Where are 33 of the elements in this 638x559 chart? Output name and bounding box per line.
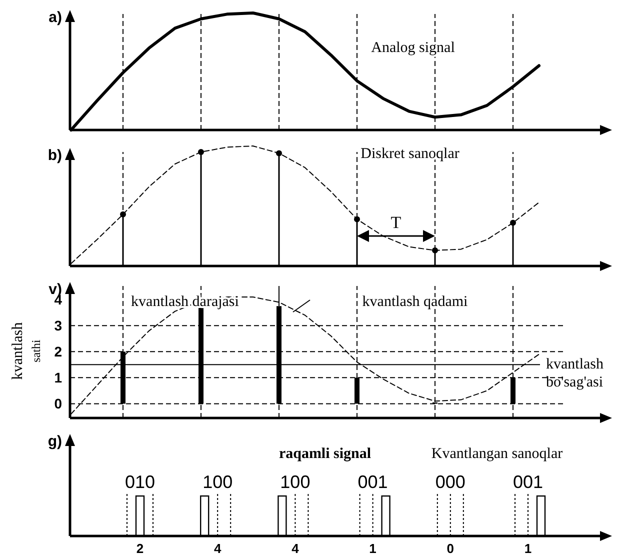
- annotation: Analog signal: [371, 40, 455, 56]
- point: [120, 211, 126, 218]
- x-tick-label: 1: [524, 541, 532, 556]
- x-tick-label: 2: [136, 541, 144, 556]
- chart-title: b): [48, 147, 62, 164]
- annotation: T: [390, 213, 402, 232]
- chart-title: g): [48, 433, 62, 450]
- y-tick-label: 2: [54, 344, 62, 360]
- text: 100: [202, 472, 233, 492]
- annotation: kvantlash qadami: [362, 294, 468, 310]
- annotation: Diskret sanoqlar: [360, 146, 460, 162]
- point: [354, 216, 360, 222]
- point: [432, 247, 438, 254]
- ref-line-label: kvantlash bo'sag'asi: [546, 356, 604, 391]
- chart-title: a): [48, 9, 62, 26]
- text: 010: [124, 472, 156, 492]
- x-tick-label: 1: [369, 541, 376, 556]
- point: [276, 150, 282, 156]
- text: 100: [280, 472, 310, 492]
- y-tick-label: 1: [54, 370, 62, 386]
- text: 001: [512, 472, 544, 492]
- y-tick-label: 0: [54, 396, 62, 412]
- text: raqamli signal: [278, 446, 372, 462]
- x-tick-label: 4: [292, 541, 300, 556]
- point: [510, 220, 516, 226]
- y-tick-label: 3: [54, 318, 62, 334]
- point: [198, 149, 204, 155]
- text: 001: [358, 472, 388, 492]
- x-tick-label: 0: [446, 541, 454, 556]
- text: 000: [435, 472, 466, 492]
- y-axis-title: kvantlash sathi: [10, 322, 43, 380]
- text: Kvantlangan sanoqlar: [431, 446, 563, 462]
- x-tick-label: 4: [214, 541, 222, 556]
